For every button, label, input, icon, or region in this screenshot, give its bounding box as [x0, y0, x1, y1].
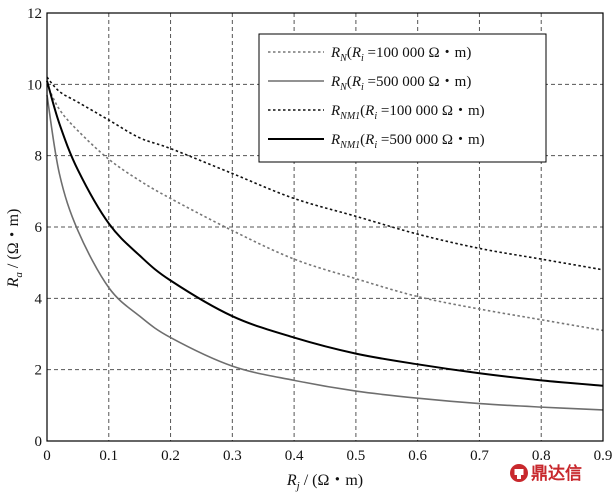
x-tick-label: 0.7: [470, 448, 489, 464]
legend-entry-4: RNM1(Ri =500 000 Ω・m): [330, 132, 485, 151]
x-tick-labels: 0 0.1 0.2 0.3 0.4 0.5 0.6 0.7 0.8 0.9: [43, 448, 612, 464]
dingdaxin-logo-icon: [510, 464, 528, 482]
legend-items: RN(Ri =100 000 Ω・m) RN(Ri =500 000 Ω・m) RN…: [268, 45, 485, 151]
y-tick-label: 10: [27, 77, 42, 93]
x-tick-label: 0.9: [594, 448, 613, 464]
y-tick-label: 2: [35, 363, 43, 379]
y-axis-label: Ra / (Ω・m): [5, 209, 25, 289]
legend-entry-2: RN(Ri =500 000 Ω・m): [330, 74, 471, 93]
x-tick-label: 0.3: [223, 448, 242, 464]
x-tick-label: 0.5: [347, 448, 366, 464]
watermark-text: 鼎达信: [531, 463, 582, 484]
x-tick-label: 0.2: [161, 448, 180, 464]
x-tick-label: 0: [43, 448, 51, 464]
legend-box: [258, 33, 547, 163]
series-line-4: [46, 80, 604, 387]
series-line-1: [46, 83, 604, 332]
watermark: 鼎达信: [510, 463, 582, 484]
x-axis-label: Rj / (Ω・m): [286, 472, 363, 492]
y-tick-label: 12: [27, 6, 42, 22]
plot-frame: [46, 12, 604, 442]
y-tick-label: 0: [35, 434, 43, 450]
y-tick-label: 4: [35, 291, 43, 307]
series-line-2: [46, 94, 604, 411]
y-tick-label: 6: [35, 220, 43, 236]
series-line-3: [46, 76, 604, 271]
y-tick-label: 8: [35, 149, 43, 165]
x-tick-label: 0.8: [532, 448, 551, 464]
legend-entry-3: RNM1(Ri =100 000 Ω・m): [330, 103, 485, 122]
x-tick-label: 0.4: [285, 448, 304, 464]
legend: RN(Ri =100 000 Ω・m) RN(Ri =500 000 Ω・m) RN…: [258, 33, 547, 163]
series-group: [46, 76, 604, 411]
y-tick-labels: 0 2 4 6 8 10 12: [27, 6, 43, 450]
legend-entry-1: RN(Ri =100 000 Ω・m): [330, 45, 471, 64]
x-tick-label: 0.6: [408, 448, 427, 464]
x-tick-label: 0.1: [99, 448, 118, 464]
